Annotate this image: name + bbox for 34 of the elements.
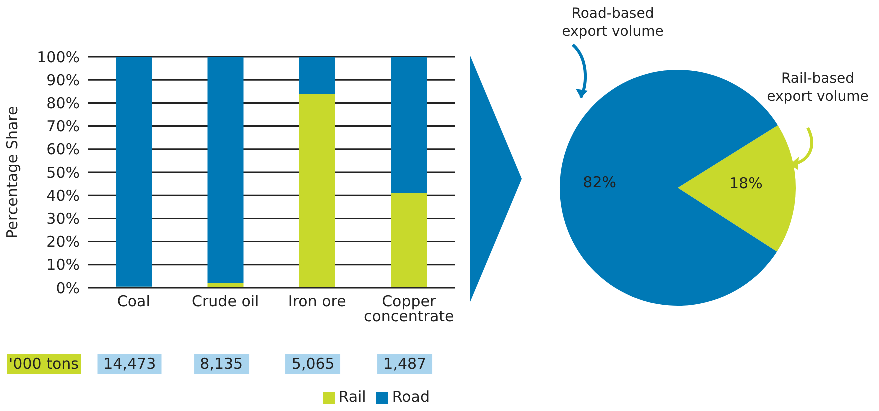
y-tick-label: 20%: [46, 233, 80, 252]
text: 14,473: [98, 354, 162, 374]
y-tick-label: 90%: [46, 71, 80, 90]
y-tick-label: 70%: [46, 118, 80, 136]
y-tick-label: 30%: [46, 210, 80, 228]
x-tick-label: Iron ore: [288, 292, 346, 311]
bar: [300, 94, 336, 288]
y-tick-label: 40%: [46, 186, 80, 205]
y-tick-label: 80%: [46, 94, 80, 113]
bar: [391, 57, 428, 194]
x-tick-label: Coal: [117, 292, 150, 311]
slice-label: Road-based export volume: [562, 6, 664, 40]
y-tick-label: 100%: [37, 48, 80, 66]
legend-label: Road: [392, 388, 430, 406]
text: 8,135: [194, 354, 250, 374]
bar: [300, 57, 336, 94]
bar: [208, 57, 244, 284]
bar: [391, 193, 428, 288]
x-tick-label: Copper concentrate: [364, 292, 454, 326]
slice-label: Rail-based export volume: [767, 71, 869, 105]
x-tick-label: Crude oil: [192, 292, 260, 311]
data-label: 82%: [583, 173, 617, 192]
y-axis-title: Percentage Share: [3, 106, 22, 239]
bar: [116, 57, 152, 287]
text: 1,487: [378, 354, 433, 374]
legend-label: Rail: [338, 388, 366, 406]
text: 5,065: [286, 354, 341, 374]
y-tick-label: 60%: [46, 140, 80, 159]
y-tick-label: 0%: [56, 279, 80, 298]
text: '000 tons: [7, 354, 81, 374]
y-tick-label: 50%: [46, 164, 80, 182]
y-tick-label: 10%: [46, 256, 80, 274]
pie-slice: [678, 125, 796, 252]
data-label: 18%: [729, 174, 763, 193]
